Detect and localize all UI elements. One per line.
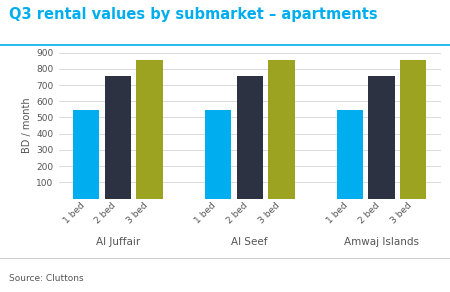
Text: Q3 rental values by submarket – apartments: Q3 rental values by submarket – apartmen… <box>9 7 378 22</box>
Bar <box>205 110 231 199</box>
Text: Amwaj Islands: Amwaj Islands <box>344 237 419 246</box>
Text: Al Juffair: Al Juffair <box>96 237 140 246</box>
Bar <box>136 60 163 199</box>
Bar <box>73 110 99 199</box>
Bar <box>237 76 263 199</box>
Text: Source: Cluttons: Source: Cluttons <box>9 274 84 284</box>
Bar <box>337 110 363 199</box>
Bar <box>105 76 131 199</box>
Bar <box>400 60 427 199</box>
Bar <box>268 60 295 199</box>
Y-axis label: BD / month: BD / month <box>22 98 32 153</box>
Text: Al Seef: Al Seef <box>231 237 268 246</box>
Bar <box>369 76 395 199</box>
